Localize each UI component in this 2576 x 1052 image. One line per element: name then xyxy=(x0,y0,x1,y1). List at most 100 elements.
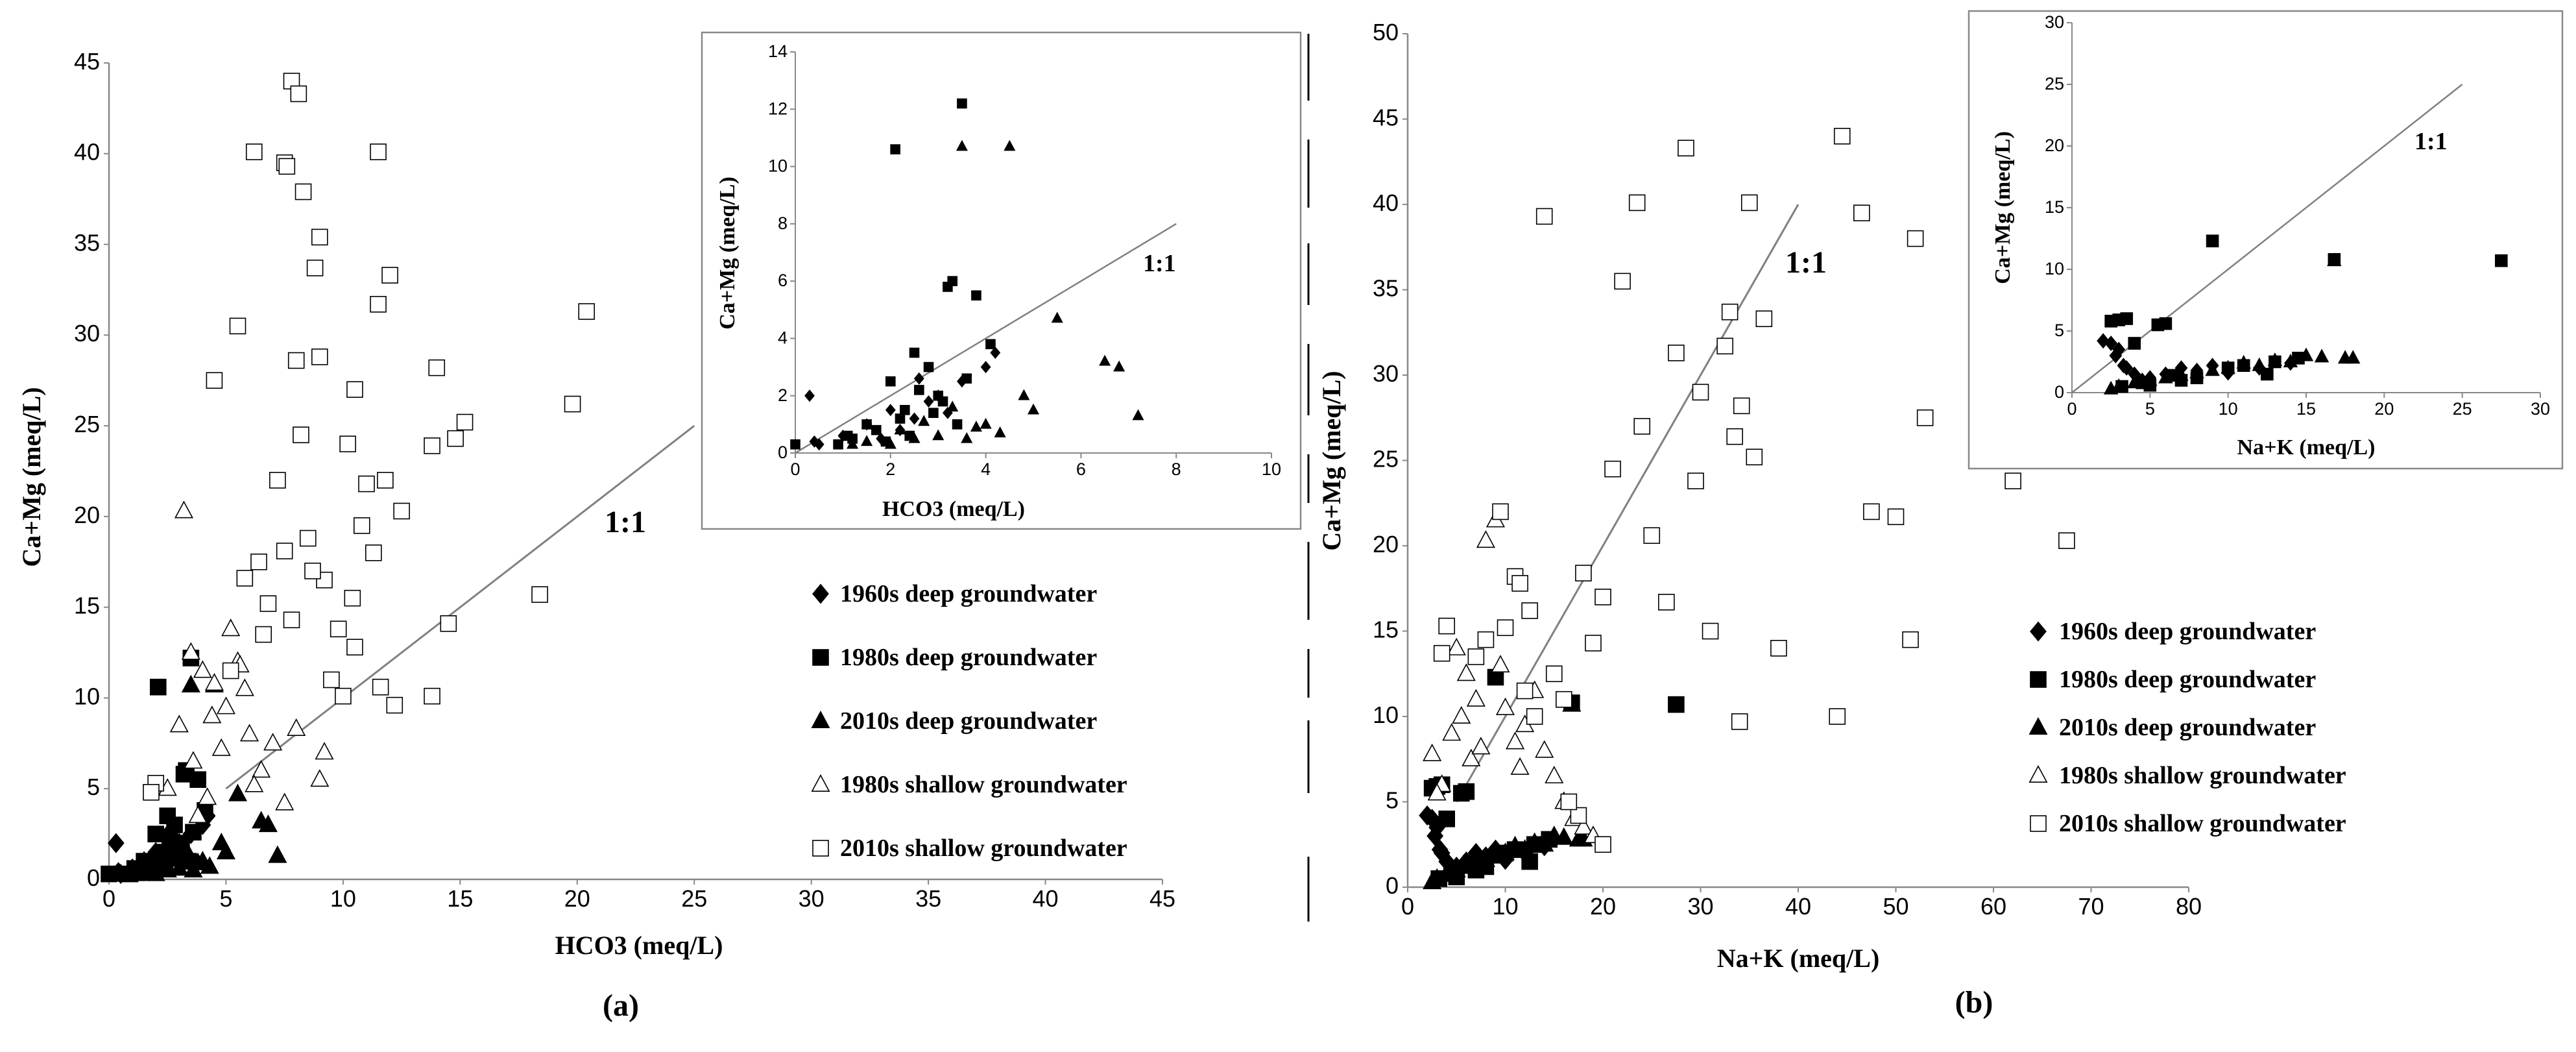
data-point xyxy=(269,472,286,489)
data-point xyxy=(295,183,312,201)
inset-data-point xyxy=(2267,352,2283,367)
y-tick-label: 30 xyxy=(1373,360,1399,387)
data-point xyxy=(1442,723,1462,741)
data-point xyxy=(263,733,283,751)
chart-b-inset: 0 5 10 15 20 25 30 0 5 10 15 20 25 30 1:1 Na+K (meq/… xyxy=(1968,10,2564,470)
inset-data-point xyxy=(2103,380,2119,395)
data-point xyxy=(1733,397,1750,415)
data-point xyxy=(127,863,147,881)
legend-label: 2010s shallow groundwater xyxy=(840,835,1127,862)
data-point xyxy=(1491,655,1510,673)
inset-data-point xyxy=(1004,140,1016,151)
x-tick-label: 20 xyxy=(2374,399,2394,419)
data-point xyxy=(1438,811,1455,827)
legend-item: 1980s deep groundwater xyxy=(2030,666,2316,693)
inset-data-point xyxy=(2128,337,2141,350)
y-tick-label: 30 xyxy=(2045,12,2064,32)
x-tick-label: 10 xyxy=(1492,893,1518,920)
ratio-label-a-inset: 1:1 xyxy=(1143,250,1176,277)
y-tick-label: 0 xyxy=(87,864,100,891)
inset-data-point xyxy=(952,419,963,430)
data-point xyxy=(252,760,271,778)
x-tick-labels-b-inset: 0 5 10 15 20 25 30 xyxy=(2067,393,2550,419)
x-tick-label: 5 xyxy=(219,885,232,912)
data-point xyxy=(353,517,370,534)
inset-data-point xyxy=(2327,252,2342,267)
data-point xyxy=(1916,409,1934,426)
legend-marker xyxy=(812,649,829,666)
data-point xyxy=(176,840,196,858)
data-point xyxy=(198,787,217,805)
inset-data-point xyxy=(2252,357,2267,371)
y-tick-label: 35 xyxy=(1373,275,1399,301)
x-tick-label: 35 xyxy=(915,885,941,912)
data-point xyxy=(1535,740,1554,758)
data-point xyxy=(1575,565,1592,581)
ratio-label-b-main: 1:1 xyxy=(1785,245,1827,280)
data-point xyxy=(1614,273,1631,290)
inset-data-point xyxy=(2206,234,2219,248)
x-tick-label: 0 xyxy=(102,885,115,912)
inset-data-point xyxy=(847,437,859,449)
data-point xyxy=(299,530,317,547)
data-point xyxy=(189,771,206,789)
inset-data-point xyxy=(918,415,930,426)
data-point xyxy=(1595,836,1611,853)
inset-data-point xyxy=(2109,348,2123,363)
x-axis-label-b-inset: Na+K (meq/L) xyxy=(2237,435,2376,459)
series-4 xyxy=(143,73,596,801)
legend-item: 2010s shallow groundwater xyxy=(2030,810,2346,837)
y-tick-label: 20 xyxy=(74,502,100,528)
data-point xyxy=(174,500,194,519)
data-point xyxy=(456,413,474,431)
panel-label-a: (a) xyxy=(603,988,639,1023)
legend-marker xyxy=(812,583,829,604)
y-tick-label: 5 xyxy=(2054,321,2064,340)
inset-data-point xyxy=(908,432,921,443)
axes-a-inset xyxy=(795,52,1271,454)
legend-label: 2010s deep groundwater xyxy=(840,707,1097,735)
data-point xyxy=(150,854,170,872)
data-point xyxy=(202,705,222,724)
data-point xyxy=(1516,682,1534,700)
data-point xyxy=(211,738,231,756)
data-point xyxy=(1486,846,1505,864)
inset-data-point xyxy=(961,373,972,384)
data-point xyxy=(278,158,296,175)
data-point xyxy=(1521,602,1538,619)
y-tick-label: 25 xyxy=(2045,74,2064,93)
y-tick-label: 2 xyxy=(778,385,788,405)
inset-data-point xyxy=(2158,369,2173,384)
data-point xyxy=(365,544,382,561)
legend-b: 1960s deep groundwater 1980s deep groundw… xyxy=(2028,618,2346,837)
inset-data-point xyxy=(2117,358,2130,374)
inset-data-point xyxy=(2283,354,2298,367)
legend-label: 1960s deep groundwater xyxy=(2059,618,2316,645)
data-point xyxy=(1462,748,1481,766)
data-point xyxy=(315,742,334,760)
inset-data-point xyxy=(2189,365,2204,379)
y-tick-label: 25 xyxy=(1373,445,1399,472)
y-tick-label: 45 xyxy=(74,48,100,75)
data-point xyxy=(381,267,398,284)
inset-data-point xyxy=(2174,367,2189,381)
inset-data-point xyxy=(895,413,906,424)
inset-data-point xyxy=(1027,403,1040,415)
inset-data-point xyxy=(900,404,910,415)
inset-data-point xyxy=(790,439,800,450)
inset-data-point xyxy=(980,417,992,429)
data-point xyxy=(1678,140,1694,157)
inset-data-point xyxy=(1099,354,1111,366)
data-point xyxy=(283,611,300,629)
data-point xyxy=(1431,839,1449,860)
y-tick-label: 20 xyxy=(2045,136,2064,155)
series-3 xyxy=(158,500,334,824)
data-point xyxy=(1423,872,1442,890)
legend-marker xyxy=(812,840,829,857)
data-point xyxy=(204,672,224,691)
y-tick-label: 10 xyxy=(768,156,788,176)
inset-data-point xyxy=(885,376,896,387)
y-tick-label: 25 xyxy=(74,411,100,437)
data-point xyxy=(184,751,203,769)
data-point xyxy=(206,372,223,389)
